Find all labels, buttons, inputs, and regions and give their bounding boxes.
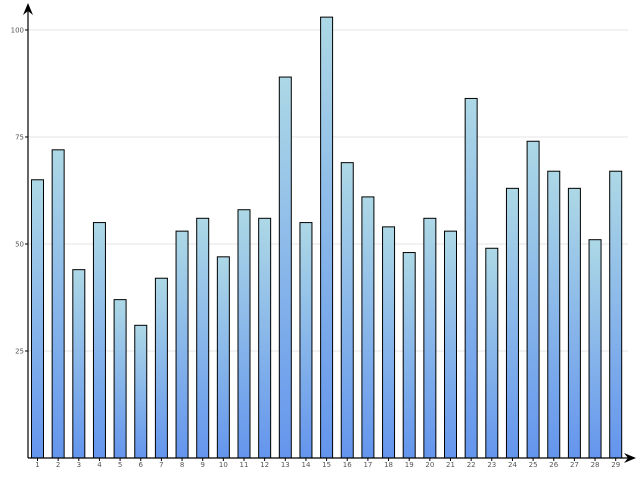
bar-11 xyxy=(237,209,251,459)
y-tick-label: 50 xyxy=(15,240,24,248)
x-tick-label: 25 xyxy=(529,461,538,469)
bar-13 xyxy=(278,76,292,459)
bar-19 xyxy=(402,252,416,459)
x-tick-labels: 1 2 3 4 5 6 7 8 9 10 11 12 13 14 15 16 17 18 19 20 21 22 23 24 2… xyxy=(35,458,620,469)
bar-12 xyxy=(258,217,272,459)
bar-24 xyxy=(505,187,519,459)
x-tick-label: 4 xyxy=(97,461,102,469)
x-tick-label: 6 xyxy=(139,461,144,469)
x-tick-label: 12 xyxy=(260,461,269,469)
x-axis-arrow xyxy=(624,453,636,463)
x-tick-label: 23 xyxy=(487,461,496,469)
bar-23 xyxy=(485,247,499,459)
y-tick-label: 75 xyxy=(15,133,24,141)
x-tick-label: 3 xyxy=(77,461,81,469)
x-tick-label: 24 xyxy=(508,461,517,469)
bar-10 xyxy=(216,256,230,459)
x-tick-label: 29 xyxy=(611,461,620,469)
bar-6 xyxy=(134,324,148,459)
bar-15 xyxy=(320,16,334,459)
bar-2 xyxy=(51,149,65,459)
bar-3 xyxy=(72,269,86,459)
bar-20 xyxy=(423,217,437,459)
x-tick-label: 16 xyxy=(343,461,352,469)
bars xyxy=(31,16,623,459)
bar-18 xyxy=(382,226,396,459)
bar-26 xyxy=(547,170,561,459)
bar-29 xyxy=(609,170,623,459)
bar-25 xyxy=(526,140,540,459)
bar-1 xyxy=(31,179,44,459)
x-tick-label: 22 xyxy=(467,461,476,469)
x-tick-label: 5 xyxy=(118,461,122,469)
bar-17 xyxy=(361,196,375,459)
x-tick-label: 11 xyxy=(240,461,249,469)
bar-21 xyxy=(444,230,457,459)
x-tick-label: 27 xyxy=(570,461,579,469)
bar-27 xyxy=(567,187,581,459)
x-tick-label: 1 xyxy=(35,461,39,469)
axes xyxy=(23,3,636,463)
bar-16 xyxy=(340,162,354,459)
bar-8 xyxy=(175,230,189,459)
bar-9 xyxy=(196,217,210,459)
bar-22 xyxy=(464,97,478,459)
x-tick-label: 18 xyxy=(384,461,393,469)
y-axis-arrow xyxy=(23,3,33,15)
bar-28 xyxy=(588,239,602,459)
x-tick-label: 17 xyxy=(363,461,372,469)
x-tick-label: 15 xyxy=(322,461,331,469)
x-tick-label: 26 xyxy=(549,461,558,469)
x-tick-label: 14 xyxy=(301,461,310,469)
x-tick-label: 13 xyxy=(281,461,290,469)
x-tick-label: 8 xyxy=(180,461,184,469)
x-tick-label: 7 xyxy=(159,461,163,469)
x-tick-label: 9 xyxy=(200,461,204,469)
x-tick-label: 20 xyxy=(425,461,434,469)
x-tick-label: 28 xyxy=(591,461,600,469)
x-tick-label: 19 xyxy=(405,461,414,469)
y-tick-label: 25 xyxy=(15,347,24,355)
x-tick-label: 10 xyxy=(219,461,228,469)
bar-4 xyxy=(92,222,106,459)
bar-5 xyxy=(113,299,127,459)
x-tick-label: 21 xyxy=(446,461,455,469)
x-tick-label: 2 xyxy=(56,461,60,469)
y-tick-label: 100 xyxy=(11,26,24,34)
y-tick-labels: 25 50 75 100 xyxy=(11,26,28,355)
bar-14 xyxy=(299,222,313,459)
bar-7 xyxy=(154,277,168,459)
